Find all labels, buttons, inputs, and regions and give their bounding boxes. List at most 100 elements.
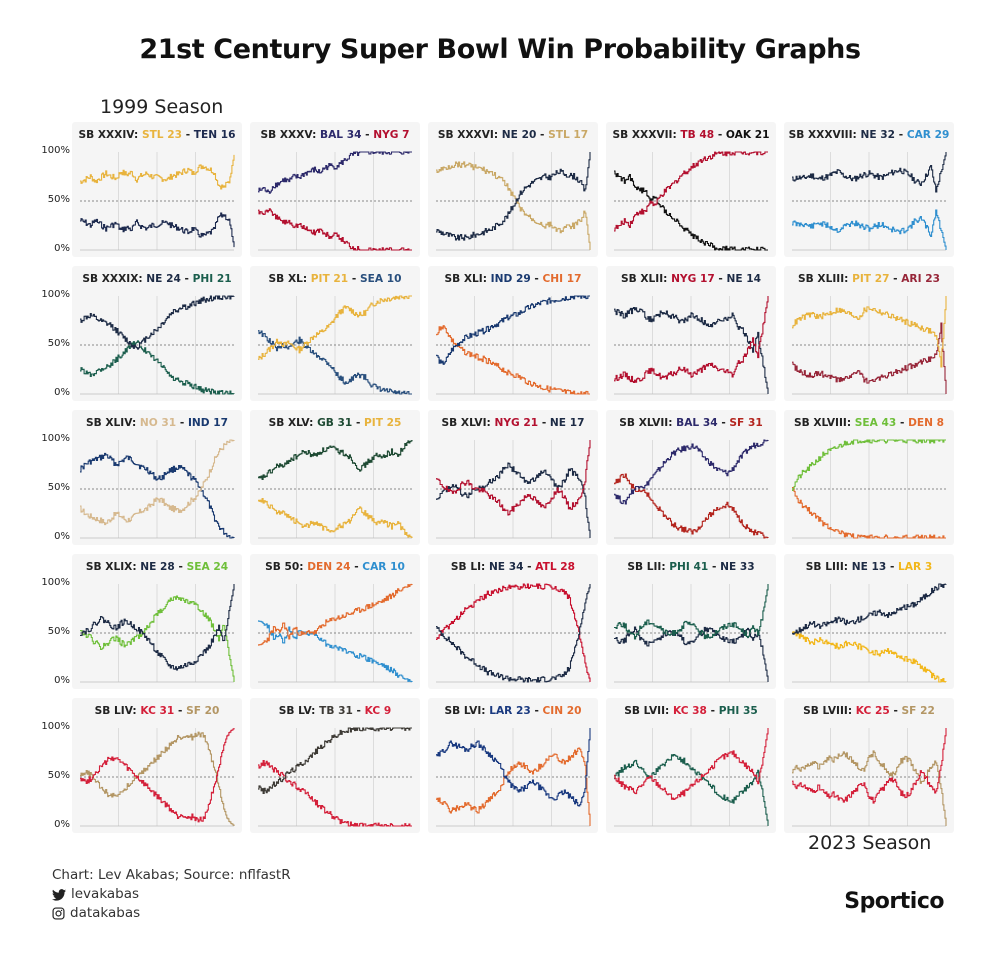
winner-probability-line [258,440,413,480]
game-title: SB XLIV: NO 31 - IND 17 [72,417,242,429]
winner-label: DEN 24 [307,561,351,573]
separator: - [352,705,365,717]
win-probability-plot [792,728,947,827]
game-name: SB XLIII: [798,273,853,285]
win-probability-plot [614,584,769,683]
game-title: SB XXXVI: NE 20 - STL 17 [428,129,598,141]
separator: - [523,561,536,573]
game-title: SB 50: DEN 24 - CAR 10 [250,561,420,573]
loser-probability-line [614,306,769,394]
game-name: SB XLV: [268,417,318,429]
win-probability-plot [80,728,235,827]
separator: - [174,705,187,717]
game-name: SB XLIV: [85,417,140,429]
winner-label: NE 24 [146,273,181,285]
loser-label: SEA 10 [359,273,402,285]
game-name: SB LV: [278,705,320,717]
loser-label: OAK 21 [725,129,770,141]
winner-probability-line [436,440,591,516]
winner-probability-line [80,439,235,526]
separator: - [530,705,543,717]
loser-probability-line [80,731,235,826]
loser-label: NE 17 [549,417,585,429]
separator: - [176,417,188,429]
twitter-handle[interactable]: levakabas [71,886,140,902]
game-title: SB XXXIV: STL 23 - TEN 16 [72,129,242,141]
separator: - [717,417,730,429]
game-title: SB XLIII: PIT 27 - ARI 23 [784,273,954,285]
winner-probability-line [792,152,947,193]
game-name: SB LIV: [94,705,141,717]
y-tick-label: 0% [54,819,70,830]
winner-label: PIT 27 [852,273,890,285]
winner-probability-line [80,728,235,823]
separator: - [348,273,360,285]
y-tick-label: 50% [47,194,70,205]
winner-label: SEA 43 [854,417,897,429]
win-probability-plot [436,295,590,395]
winner-label: NE 13 [851,561,887,573]
game-panel: SB XLIV: NO 31 - IND 17 [72,410,242,545]
game-title: SB XXXV: BAL 34 - NYG 7 [250,129,420,141]
loser-probability-line [258,759,412,827]
winner-probability-line [614,151,768,232]
footer: Chart: Lev Akabas; Source: nflfastR leva… [52,866,291,923]
loser-label: LAR 3 [898,561,933,573]
loser-probability-line [436,583,591,682]
loser-label: PHI 21 [192,273,232,285]
winner-probability-line [792,728,947,804]
y-tick-label: 100% [41,433,70,444]
game-name: SB XLVIII: [793,417,855,429]
brand-logo: Sportico [844,889,944,914]
y-tick-label: 100% [41,289,70,300]
loser-probability-line [436,462,591,538]
winner-label: BAL 34 [676,417,718,429]
game-title: SB XLII: NYG 17 - NE 14 [606,273,776,285]
winner-probability-line [436,152,591,241]
game-title: SB XLVII: BAL 34 - SF 31 [606,417,776,429]
game-title: SB LIII: NE 13 - LAR 3 [784,561,954,573]
game-panel: SB LII: PHI 41 - NE 33 [606,554,776,689]
game-title: SB LVI: LAR 23 - CIN 20 [428,705,598,717]
y-tick-label: 0% [54,387,70,398]
game-panel: SB LV: TB 31 - KC 9 [250,698,420,833]
loser-label: PIT 25 [364,417,402,429]
loser-probability-line [80,452,235,539]
loser-label: KC 9 [364,705,392,717]
game-title: SB LII: PHI 41 - NE 33 [606,561,776,573]
game-panel: SB XXXIV: STL 23 - TEN 16 [72,122,242,257]
game-name: SB XL: [268,273,311,285]
instagram-icon [52,907,65,920]
twitter-bird-icon [52,888,66,901]
season-end-label: 2023 Season [808,832,932,854]
game-panel: SB LVIII: KC 25 - SF 22 [784,698,954,833]
y-tick-label: 50% [47,482,70,493]
game-name: SB XLI: [444,273,491,285]
win-probability-plot [614,151,768,251]
loser-label: PHI 35 [718,705,758,717]
winner-probability-line [792,296,947,368]
separator: - [538,417,550,429]
game-name: SB XXXIX: [82,273,147,285]
loser-label: CAR 29 [906,129,950,141]
winner-probability-line [614,439,769,505]
game-title: SB LV: TB 31 - KC 9 [250,705,420,717]
loser-probability-line [792,631,947,683]
separator: - [182,129,194,141]
win-probability-plot [792,583,947,683]
winner-probability-line [258,151,412,194]
game-name: SB XXXV: [260,129,320,141]
win-probability-plot [436,728,591,827]
loser-label: NE 14 [726,273,762,285]
loser-probability-line [792,322,947,394]
loser-probability-line [80,595,235,682]
winner-probability-line [436,584,591,683]
loser-label: CAR 10 [362,561,405,573]
win-probability-plot [436,440,591,539]
loser-label: NE 33 [720,561,755,573]
loser-probability-line [614,473,769,539]
game-panel: SB LVII: KC 38 - PHI 35 [606,698,776,833]
instagram-handle[interactable]: datakabas [70,905,141,921]
loser-probability-line [436,747,591,826]
game-panel: SB XL: PIT 21 - SEA 10 [250,266,420,401]
